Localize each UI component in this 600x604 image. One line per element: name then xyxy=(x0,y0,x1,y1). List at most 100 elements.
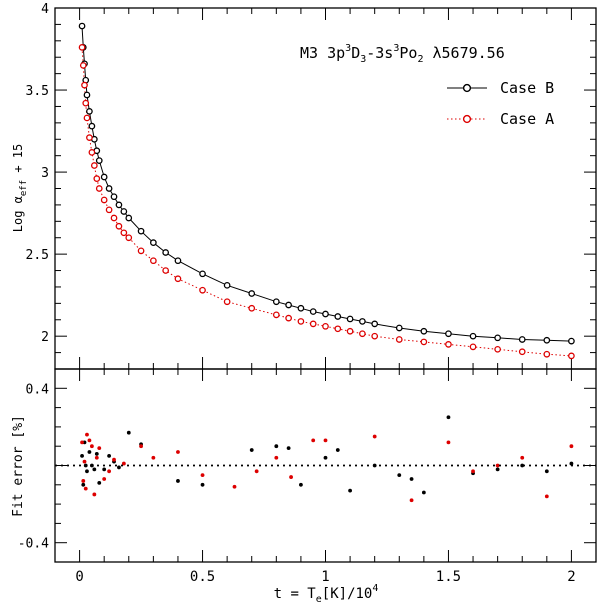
data-point-case-b xyxy=(162,249,170,256)
data-point-case-b xyxy=(371,320,379,328)
series-line-case-b xyxy=(81,26,572,342)
data-point-case-a xyxy=(137,247,145,255)
bottom-residual-points xyxy=(80,415,574,503)
data-point-case-b xyxy=(120,208,128,215)
residual-point-case-a xyxy=(102,477,107,481)
residual-point-case-b xyxy=(348,488,352,493)
data-point-case-a xyxy=(95,185,103,192)
data-point-case-a xyxy=(100,196,108,204)
bottom-y-axis-label: Fit error [%] xyxy=(11,415,26,517)
data-point-case-a xyxy=(248,304,256,312)
data-point-case-a xyxy=(285,314,292,322)
data-point-case-a xyxy=(110,214,118,222)
legend-marker-case-a xyxy=(462,114,472,124)
axis-ticks xyxy=(54,7,597,563)
data-point-case-a xyxy=(223,298,231,306)
chart-title: M3 3p3D3-3s3Po2 λ5679.56 xyxy=(300,43,505,65)
residual-point-case-b xyxy=(92,467,97,472)
legend-marker-case-b xyxy=(462,83,472,93)
residual-point-case-b xyxy=(249,448,254,452)
data-point-case-a xyxy=(334,325,342,333)
data-point-case-b xyxy=(568,337,575,345)
data-point-case-a xyxy=(83,114,91,122)
top-series-markers xyxy=(78,22,575,360)
residual-point-case-a xyxy=(139,444,143,449)
residual-point-case-a xyxy=(200,473,205,478)
data-point-case-b xyxy=(346,315,354,323)
data-point-case-b xyxy=(150,239,157,246)
residual-point-case-a xyxy=(544,494,549,499)
data-point-case-b xyxy=(518,336,526,343)
residual-point-case-b xyxy=(107,453,111,458)
data-point-case-a xyxy=(469,343,477,351)
data-point-case-a xyxy=(90,162,98,169)
residual-point-case-a xyxy=(94,455,99,460)
data-point-case-a xyxy=(105,206,113,214)
data-point-case-a xyxy=(568,352,575,360)
residual-point-case-b xyxy=(87,450,92,454)
residual-point-case-b xyxy=(569,461,574,466)
residual-point-case-a xyxy=(471,469,475,474)
residual-point-case-b xyxy=(97,480,102,485)
top-y-tick-label: 4 xyxy=(41,2,49,17)
residual-point-case-b xyxy=(323,455,328,460)
data-point-case-a xyxy=(82,99,90,107)
residual-point-case-a xyxy=(446,440,451,445)
residual-point-case-a xyxy=(151,455,156,460)
data-point-case-a xyxy=(494,345,501,353)
data-point-case-a xyxy=(88,149,96,156)
data-point-case-a xyxy=(309,320,317,328)
x-axis-label: t = Te[K]/104 xyxy=(274,583,379,604)
data-point-case-b xyxy=(95,157,103,164)
bottom-y-tick-label: -0.4 xyxy=(18,537,49,552)
x-tick-label: 1 xyxy=(321,569,329,585)
data-point-case-b xyxy=(420,327,428,335)
legend: Case B Case A xyxy=(447,79,554,128)
residual-point-case-a xyxy=(89,444,94,449)
residual-point-case-a xyxy=(274,455,279,460)
x-tick-label: 0 xyxy=(75,569,83,585)
data-point-case-b xyxy=(223,281,231,289)
data-point-case-b xyxy=(285,301,292,309)
residual-point-case-b xyxy=(102,467,107,472)
data-point-case-b xyxy=(272,298,280,306)
data-point-case-b xyxy=(359,318,366,325)
residual-point-case-a xyxy=(83,486,88,491)
data-point-case-a xyxy=(322,322,329,330)
data-point-case-a xyxy=(125,234,133,242)
residual-point-case-b xyxy=(200,482,205,487)
residual-point-case-b xyxy=(299,482,303,487)
data-point-case-a xyxy=(78,44,86,51)
residual-point-case-b xyxy=(335,448,340,452)
data-point-case-a xyxy=(518,348,526,356)
data-point-case-b xyxy=(78,22,86,30)
x-tick-label: 1.5 xyxy=(436,569,461,585)
data-point-case-b xyxy=(110,193,118,201)
data-point-case-a xyxy=(359,330,366,338)
residual-point-case-b xyxy=(397,473,402,478)
data-point-case-b xyxy=(334,313,342,320)
data-point-case-b xyxy=(105,185,113,192)
residual-point-case-b xyxy=(176,479,180,483)
legend-label-case-a: Case A xyxy=(500,110,554,128)
data-point-case-b xyxy=(309,308,317,315)
residual-point-case-a xyxy=(372,434,377,439)
data-point-case-b xyxy=(174,257,182,265)
data-point-case-b xyxy=(86,108,93,115)
residual-point-case-b xyxy=(117,465,121,470)
data-point-case-a xyxy=(174,275,182,283)
residual-point-case-a xyxy=(121,461,126,466)
legend-label-case-b: Case B xyxy=(500,79,554,97)
x-tick-label: 2 xyxy=(567,569,575,585)
data-point-case-a xyxy=(543,350,551,358)
x-tick-label: 0.5 xyxy=(190,569,215,585)
residual-point-case-a xyxy=(520,455,525,460)
data-point-case-a xyxy=(199,286,206,294)
residual-point-case-a xyxy=(107,469,111,474)
residual-point-case-a xyxy=(254,469,259,474)
residual-point-case-a xyxy=(232,484,237,489)
top-y-axis-label: Log αeff + 15 xyxy=(11,144,29,233)
data-point-case-a xyxy=(93,175,101,183)
residual-point-case-a xyxy=(82,459,87,464)
data-point-case-b xyxy=(543,336,551,344)
